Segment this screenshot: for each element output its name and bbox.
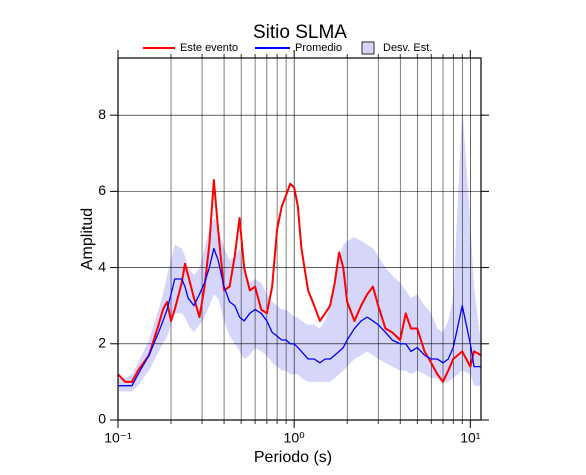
series-line (117, 178, 482, 383)
plot-frame (117, 57, 482, 421)
y-axis-label: Amplitud (79, 208, 96, 270)
x-tick-label: 10⁰ (284, 430, 306, 446)
std-band (118, 107, 481, 392)
x-axis-label: Periodo (s) (254, 449, 332, 466)
x-tick-label: 10¹ (460, 430, 481, 446)
y-tick-label: 6 (98, 182, 106, 198)
chart-title: Sitio SLMA (253, 22, 347, 43)
legend-swatch (361, 41, 375, 55)
y-tick-label: 8 (98, 106, 106, 122)
legend-label: Desv. Est. (383, 42, 432, 54)
y-tick-label: 4 (98, 258, 106, 274)
x-tick-label: 10⁻¹ (104, 430, 132, 446)
y-tick-label: 0 (98, 411, 106, 427)
y-tick-label: 2 (98, 334, 106, 350)
series-line (118, 247, 481, 387)
legend-label: Promedio (295, 42, 342, 54)
legend-label: Este evento (180, 42, 238, 54)
